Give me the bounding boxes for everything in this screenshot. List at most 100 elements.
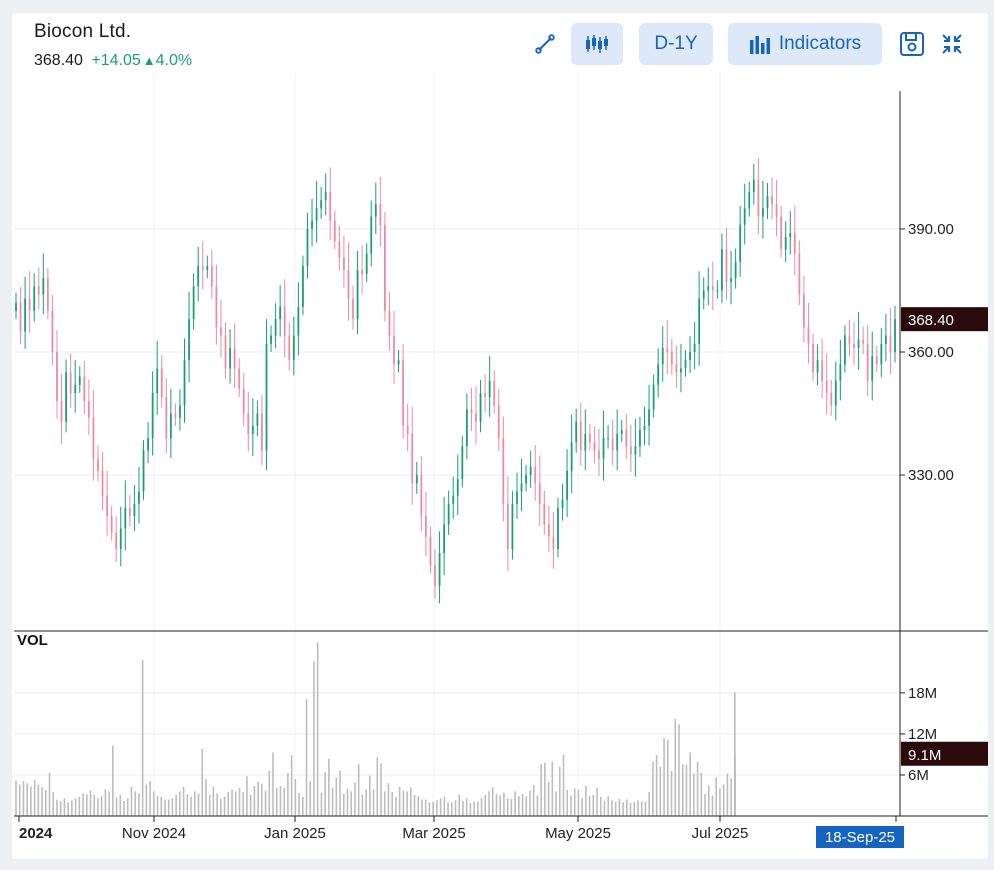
- volume-bar: [469, 803, 472, 816]
- x-tick-label: 2024: [19, 825, 53, 842]
- candle-body: [242, 388, 245, 414]
- chart-canvas[interactable]: 390.00 360.00 330.00 368.40 VOL 18M 12M 6M 9.1M 2…: [12, 13, 988, 859]
- candle-body: [87, 401, 90, 418]
- candle-body: [830, 393, 833, 406]
- price-change-percent: 4.0%: [155, 52, 193, 69]
- volume-bar: [547, 781, 550, 816]
- volume-bar: [551, 761, 554, 816]
- draw-line-button[interactable]: [525, 23, 565, 65]
- candle-body: [356, 269, 359, 320]
- volume-bar: [63, 798, 66, 816]
- candle-body: [884, 335, 887, 344]
- candle-body: [520, 483, 523, 492]
- volume-bar: [462, 800, 464, 816]
- volume-bar: [56, 799, 58, 816]
- candle-body: [834, 380, 837, 406]
- volume-bar: [130, 786, 133, 816]
- volume-bar: [570, 795, 572, 816]
- candle-body: [192, 286, 195, 320]
- candle-body: [825, 380, 828, 394]
- candle-body: [406, 425, 409, 435]
- candle-body: [251, 425, 254, 435]
- candle-body: [169, 413, 172, 439]
- volume-bar: [167, 799, 170, 816]
- volume-bar: [369, 775, 371, 816]
- candle-body: [670, 352, 673, 365]
- volume-bar: [480, 798, 483, 816]
- volume-bar: [201, 748, 204, 816]
- last-price: 368.40: [34, 52, 83, 69]
- volume-bar: [179, 791, 181, 816]
- volume-bar: [655, 755, 658, 816]
- candle-body: [347, 269, 350, 299]
- volume-bar: [406, 791, 408, 816]
- volume-bar: [268, 770, 271, 816]
- candle-body: [894, 319, 896, 352]
- candle-body: [866, 343, 869, 381]
- volume-bar: [78, 796, 81, 816]
- volume-bar: [473, 801, 475, 816]
- volume-bar: [342, 793, 345, 816]
- volume-bar: [503, 792, 505, 816]
- candle-body: [256, 413, 259, 426]
- volume-bar: [44, 790, 47, 816]
- candle-body: [871, 356, 874, 381]
- collapse-button[interactable]: [932, 23, 972, 65]
- save-chart-button[interactable]: [892, 23, 932, 65]
- candle-body: [607, 438, 609, 440]
- price-summary: 368.40 +14.05 ▲4.0%: [34, 52, 192, 70]
- volume-last-tag-label: 9.1M: [908, 747, 941, 764]
- volume-bar: [395, 796, 397, 816]
- indicators-icon: [749, 36, 770, 54]
- volume-bar: [514, 791, 516, 816]
- volume-bar: [74, 798, 77, 816]
- volume-bar: [611, 800, 613, 816]
- candle-body: [488, 380, 491, 398]
- volume-bar: [104, 789, 107, 816]
- volume-bar: [648, 792, 650, 816]
- volume-bar: [89, 790, 92, 816]
- candle-body: [639, 429, 641, 447]
- candle-body: [857, 339, 860, 348]
- candle-body: [625, 429, 628, 447]
- candle-body: [179, 405, 181, 418]
- candle-body: [757, 179, 760, 217]
- y-tick-label: 390.00: [908, 221, 954, 238]
- candle-body: [374, 204, 377, 217]
- volume-bar: [112, 745, 114, 816]
- stock-title: Biocon Ltd.: [34, 21, 132, 42]
- volume-bar: [15, 780, 17, 816]
- indicators-button[interactable]: Indicators: [728, 23, 882, 65]
- candle-body: [229, 347, 231, 369]
- volume-bar: [313, 661, 315, 816]
- volume-bar: [424, 799, 427, 816]
- volume-tick-label: 18M: [908, 685, 937, 702]
- volume-tick-label: 6M: [908, 767, 929, 784]
- volume-bar: [294, 779, 297, 816]
- indicators-label: Indicators: [778, 33, 862, 54]
- volume-bar: [391, 792, 393, 816]
- volume-bar: [506, 798, 509, 816]
- volume-bar: [707, 785, 710, 816]
- candle-body: [579, 421, 582, 451]
- candle-body: [133, 503, 136, 517]
- candle-body: [789, 233, 792, 238]
- candle-body: [552, 536, 555, 549]
- candle-body: [762, 208, 764, 217]
- candle-body: [816, 360, 819, 373]
- volume-bar: [696, 761, 699, 816]
- volume-bar: [48, 772, 51, 816]
- x-tick-label: Jul 2025: [692, 825, 749, 842]
- candle-body: [593, 442, 596, 451]
- candlestick-chart-button[interactable]: [571, 23, 623, 65]
- candle-body: [862, 339, 865, 344]
- volume-bar: [82, 793, 84, 816]
- volume-bar: [443, 796, 446, 816]
- candle-body: [780, 216, 783, 250]
- candle-body: [115, 532, 118, 549]
- up-arrow-icon: ▲: [142, 53, 156, 68]
- volume-bar: [246, 776, 248, 816]
- candle-body: [684, 360, 687, 369]
- last-price-tag: [901, 307, 988, 332]
- range-selector-button[interactable]: D-1Y: [639, 23, 713, 65]
